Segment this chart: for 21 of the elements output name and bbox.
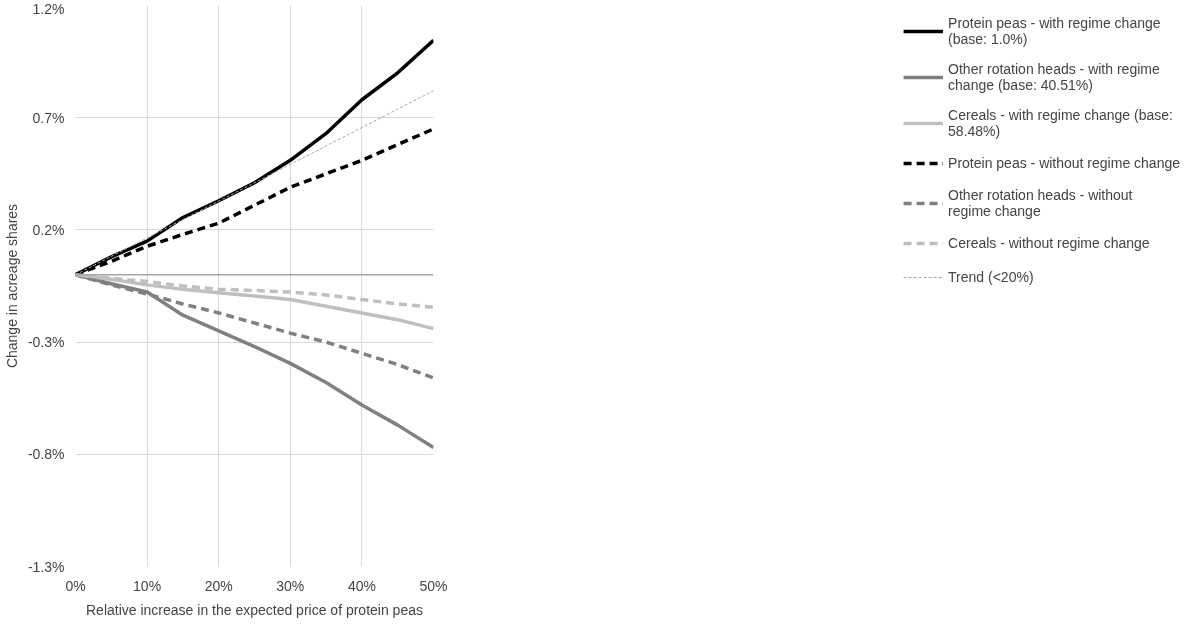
y-tick-label: 0.2% <box>32 221 65 238</box>
y-tick-label: 1.2% <box>32 0 65 17</box>
y-tick-label: 0.7% <box>32 109 65 126</box>
legend-label: Cereals - without regime change <box>948 235 1150 251</box>
y-axis-title: Change in acreage shares <box>3 203 20 369</box>
legend-label: Cereals - with regime change (base: 58.48%) <box>948 107 1173 139</box>
y-tick-label: -0.8% <box>27 446 65 463</box>
x-tick-label: 20% <box>204 577 233 594</box>
x-tick-label: 50% <box>419 577 448 594</box>
x-axis-title: Relative increase in the expected price of protein peas <box>86 601 423 618</box>
x-tick-label: 0% <box>65 577 86 594</box>
legend-label: Other rotation heads - with regime change (base: 40.51%) <box>948 61 1160 93</box>
legend-label: Trend (<20%) <box>948 269 1034 285</box>
y-tick-label: -0.3% <box>27 334 65 351</box>
legend-label: Protein peas - without regime change <box>948 155 1180 171</box>
x-tick-label: 10% <box>133 577 162 594</box>
legend-label: Other rotation heads - without regime change <box>948 187 1133 219</box>
legend-label: Protein peas - with regime change (base: 1.0%) <box>948 15 1161 47</box>
x-tick-label: 40% <box>347 577 376 594</box>
x-tick-label: 30% <box>276 577 305 594</box>
y-tick-label: -1.3% <box>27 558 65 575</box>
